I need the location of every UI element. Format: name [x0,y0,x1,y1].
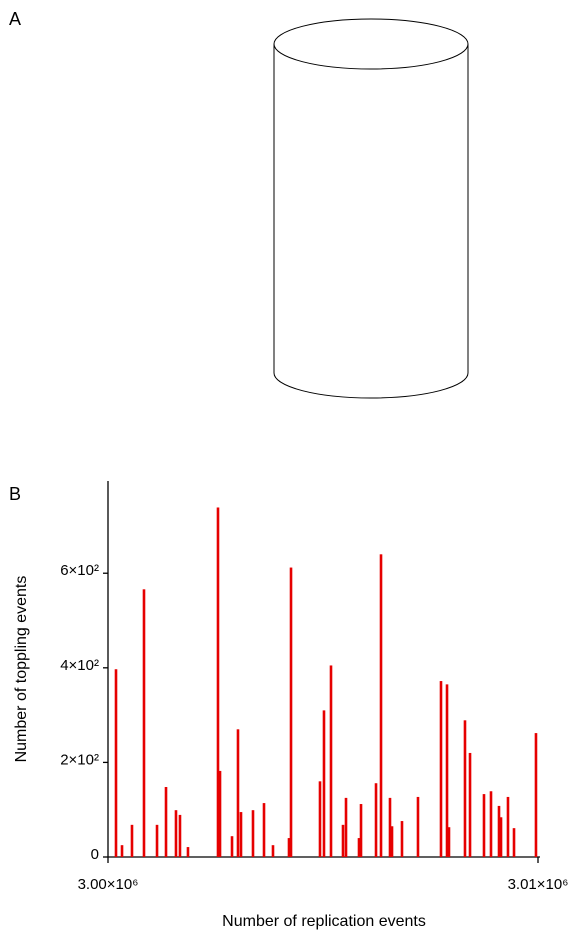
y-tick-label: 2×10² [60,751,99,768]
bar [341,824,345,857]
y-axis-label: Number of toppling events [13,576,30,763]
cylinder-bottom [273,372,469,399]
bar [416,796,420,857]
bar [388,797,392,857]
y-tick-label: 0 [91,846,99,863]
bar [447,827,451,857]
bar [262,803,266,857]
bar [499,817,503,857]
bar [400,821,404,857]
bar [489,791,493,857]
bar [497,805,501,857]
bar [468,752,472,857]
panel-label: A [9,9,21,29]
bar [130,824,134,857]
bar [534,733,538,857]
bar [506,796,510,857]
x-tick-label: 3.01×10⁶ [508,876,569,893]
bar [512,828,516,857]
bar [239,812,243,857]
bar [271,845,275,857]
bar [322,710,326,857]
bar [174,810,178,857]
bar [236,729,240,857]
bar [344,797,348,857]
bar [230,836,234,857]
bar [439,681,443,857]
bar [186,847,190,857]
bar [379,554,383,857]
bar [318,781,322,857]
bar [155,824,159,857]
x-axis-label: Number of replication events [222,913,426,930]
y-tick-label: 6×10² [60,562,99,579]
bar [374,783,378,857]
bar [463,720,467,857]
bar [218,770,222,857]
bar [142,589,146,857]
bar [120,845,124,857]
x-tick-label: 3.00×10⁶ [78,876,139,893]
bar [114,669,118,857]
bar [287,838,291,857]
panel-label: B [9,484,21,504]
bar [359,804,363,857]
bar [357,838,361,857]
bar [164,787,168,857]
cylinder [273,18,469,399]
bar [390,826,394,857]
bar [445,684,449,857]
bar [329,665,333,857]
bar [216,507,220,857]
bar [482,794,486,857]
bar [251,810,255,857]
y-tick-label: 4×10² [60,657,99,674]
bar [178,814,182,857]
cylinder-top [273,18,469,70]
bar [289,567,293,857]
